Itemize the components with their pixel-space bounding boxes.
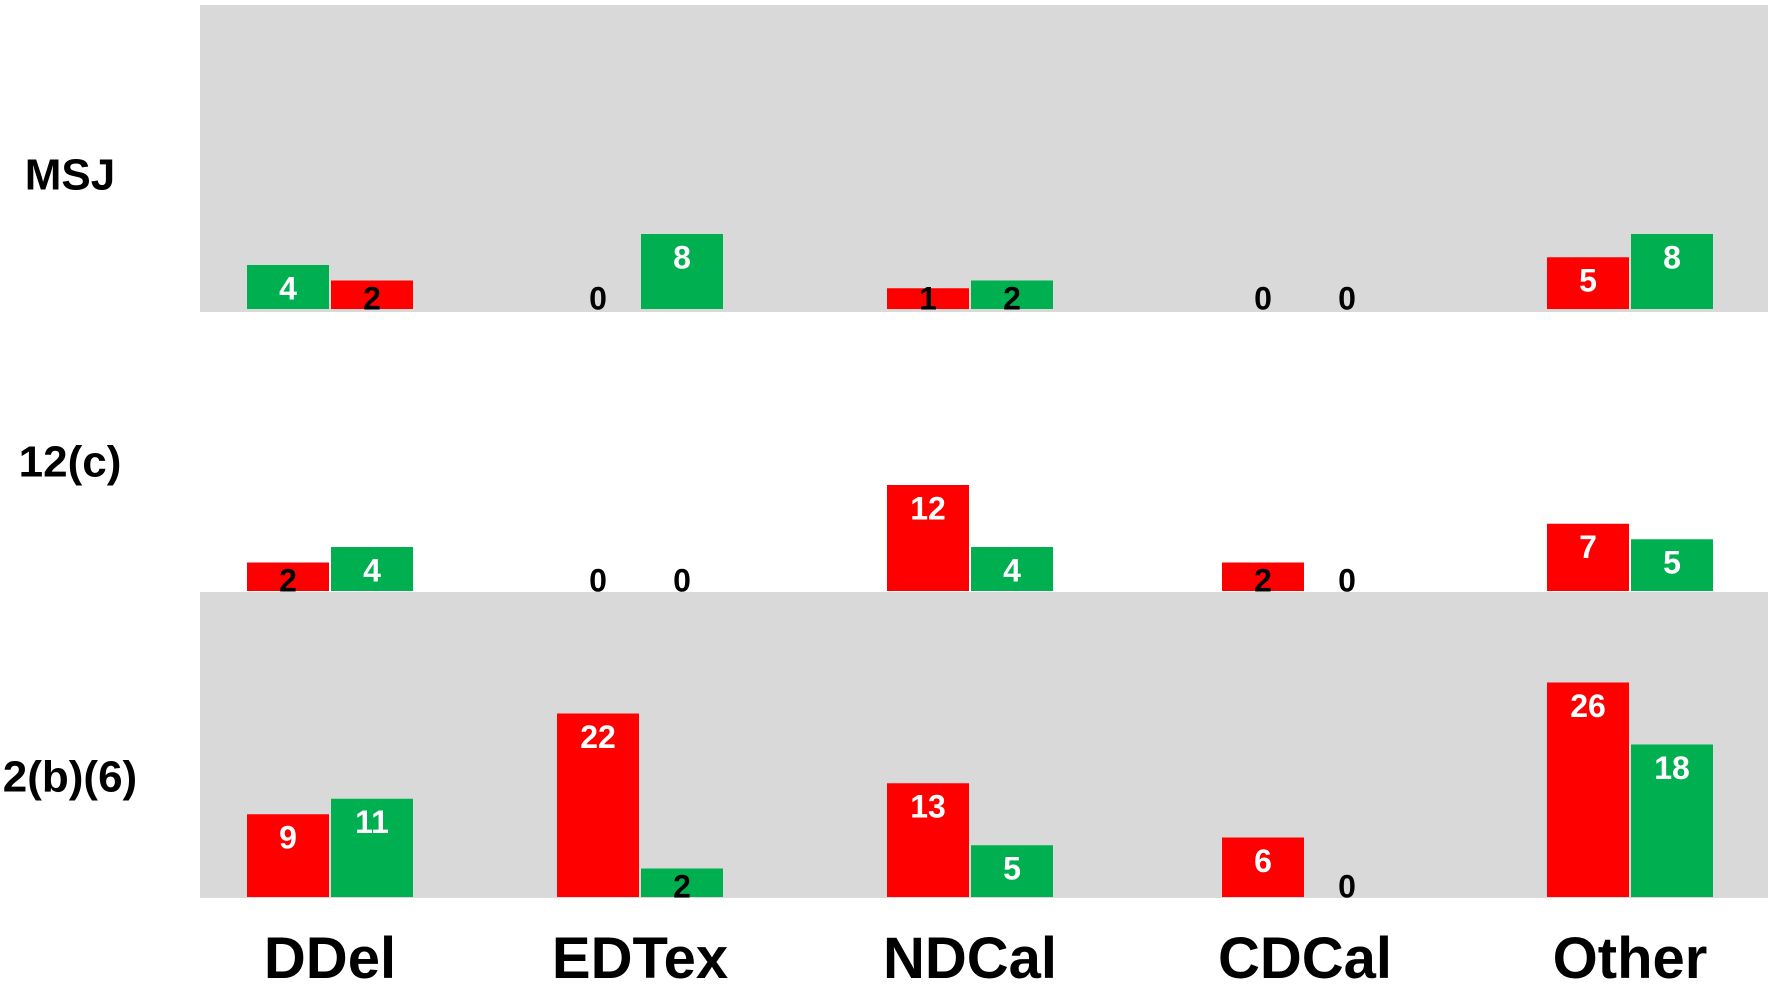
category-label: DDel: [264, 926, 396, 987]
data-label: 4: [363, 552, 381, 588]
data-label: 0: [1338, 868, 1356, 904]
category-label: EDTex: [552, 926, 728, 987]
data-label: 13: [910, 789, 946, 825]
data-label: 5: [1579, 263, 1597, 299]
data-label: 4: [279, 270, 297, 306]
category-label: CDCal: [1218, 926, 1392, 987]
bar: [887, 783, 969, 897]
bar: [1631, 234, 1713, 309]
data-label: 12: [910, 490, 946, 526]
row-label: 12(c): [19, 438, 122, 487]
data-label: 8: [673, 239, 691, 275]
bar: [247, 562, 329, 591]
data-label: 0: [589, 280, 607, 316]
category-label: NDCal: [883, 926, 1057, 987]
category-label: Other: [1553, 926, 1708, 987]
row-label: 2(b)(6): [3, 753, 137, 802]
data-label: 4: [1003, 552, 1021, 588]
data-label: 11: [355, 804, 389, 840]
panel-background: [200, 5, 1768, 312]
data-label: 2: [673, 868, 691, 904]
bar: [331, 547, 413, 591]
data-label: 0: [1254, 280, 1272, 316]
data-label: 5: [1663, 545, 1681, 581]
bar: [1222, 562, 1304, 591]
bar: [887, 288, 969, 309]
data-label: 8: [1663, 239, 1681, 275]
data-label: 2: [363, 280, 381, 316]
data-label: 5: [1003, 851, 1021, 887]
data-label: 1: [919, 280, 937, 316]
bar: [1222, 837, 1304, 897]
data-label: 9: [279, 820, 297, 856]
row-labels: MSJ 12(c) 2(b)(6): [3, 151, 137, 802]
panel-backgrounds: [200, 5, 1768, 898]
bar: [331, 798, 413, 897]
row-label: MSJ: [25, 151, 115, 200]
data-label: 2: [279, 562, 297, 598]
data-label: 26: [1570, 688, 1606, 724]
data-label: 6: [1254, 843, 1272, 879]
data-label: 2: [1003, 280, 1021, 316]
bar-marks: [247, 234, 1713, 897]
bar: [641, 868, 723, 897]
bar: [971, 280, 1053, 309]
category-labels: DDel EDTex NDCal CDCal Other: [264, 926, 1707, 987]
data-label: 7: [1579, 529, 1597, 565]
bar: [557, 713, 639, 897]
data-label: 0: [589, 562, 607, 598]
bar: [971, 845, 1053, 897]
data-label: 0: [1338, 280, 1356, 316]
bar: [1547, 523, 1629, 591]
bar: [1547, 682, 1629, 897]
bar: [1631, 744, 1713, 897]
bar: [247, 814, 329, 897]
data-label: 18: [1654, 750, 1690, 786]
bar: [971, 547, 1053, 591]
data-label: 0: [1338, 562, 1356, 598]
bar: [887, 485, 969, 591]
bar: [1631, 539, 1713, 591]
bar: [1547, 257, 1629, 309]
bar: [247, 265, 329, 309]
data-label: 22: [580, 719, 616, 755]
bar: [331, 280, 413, 309]
data-label: 0: [673, 562, 691, 598]
bar: [641, 234, 723, 309]
data-label: 2: [1254, 562, 1272, 598]
